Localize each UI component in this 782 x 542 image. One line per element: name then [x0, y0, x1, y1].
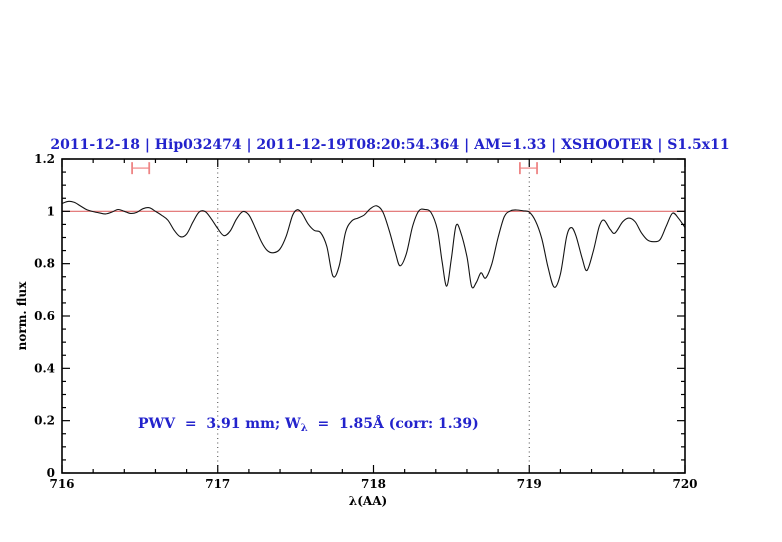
spectrum-curve — [61, 200, 686, 289]
x-tick-label: 717 — [205, 477, 230, 491]
y-tick-label: 1 — [47, 204, 55, 218]
y-tick-label: 0.4 — [34, 361, 55, 375]
x-tick-label: 720 — [672, 477, 697, 491]
pwv-annotation-part2: = 1.85Å (corr: 1.39) — [308, 414, 479, 432]
y-tick-label: 0.8 — [34, 257, 55, 271]
x-tick-label: 719 — [517, 477, 542, 491]
y-axis-label: norm. flux — [15, 281, 29, 351]
pwv-annotation: PWV = 3.91 mm; Wλ = 1.85Å (corr: 1.39) — [138, 414, 479, 434]
pwv-annotation-subscript: λ — [301, 423, 308, 434]
x-axis-label: λ(AA) — [349, 494, 387, 508]
y-tick-label: 0.2 — [34, 414, 55, 428]
x-tick-label: 716 — [49, 477, 74, 491]
plot-title: 2011-12-18 | Hip032474 | 2011-12-19T08:2… — [50, 137, 729, 153]
y-tick-label: 0 — [47, 466, 55, 480]
x-tick-label: 718 — [361, 477, 386, 491]
pwv-annotation-part1: PWV = 3.91 mm; W — [138, 416, 301, 432]
chart-area: 716 717 718 719 720 0 0.2 0.4 0.6 0.8 1 1.2 — [34, 152, 697, 491]
y-tick-label: 1.2 — [34, 152, 55, 166]
y-tick-label: 0.6 — [34, 309, 55, 323]
